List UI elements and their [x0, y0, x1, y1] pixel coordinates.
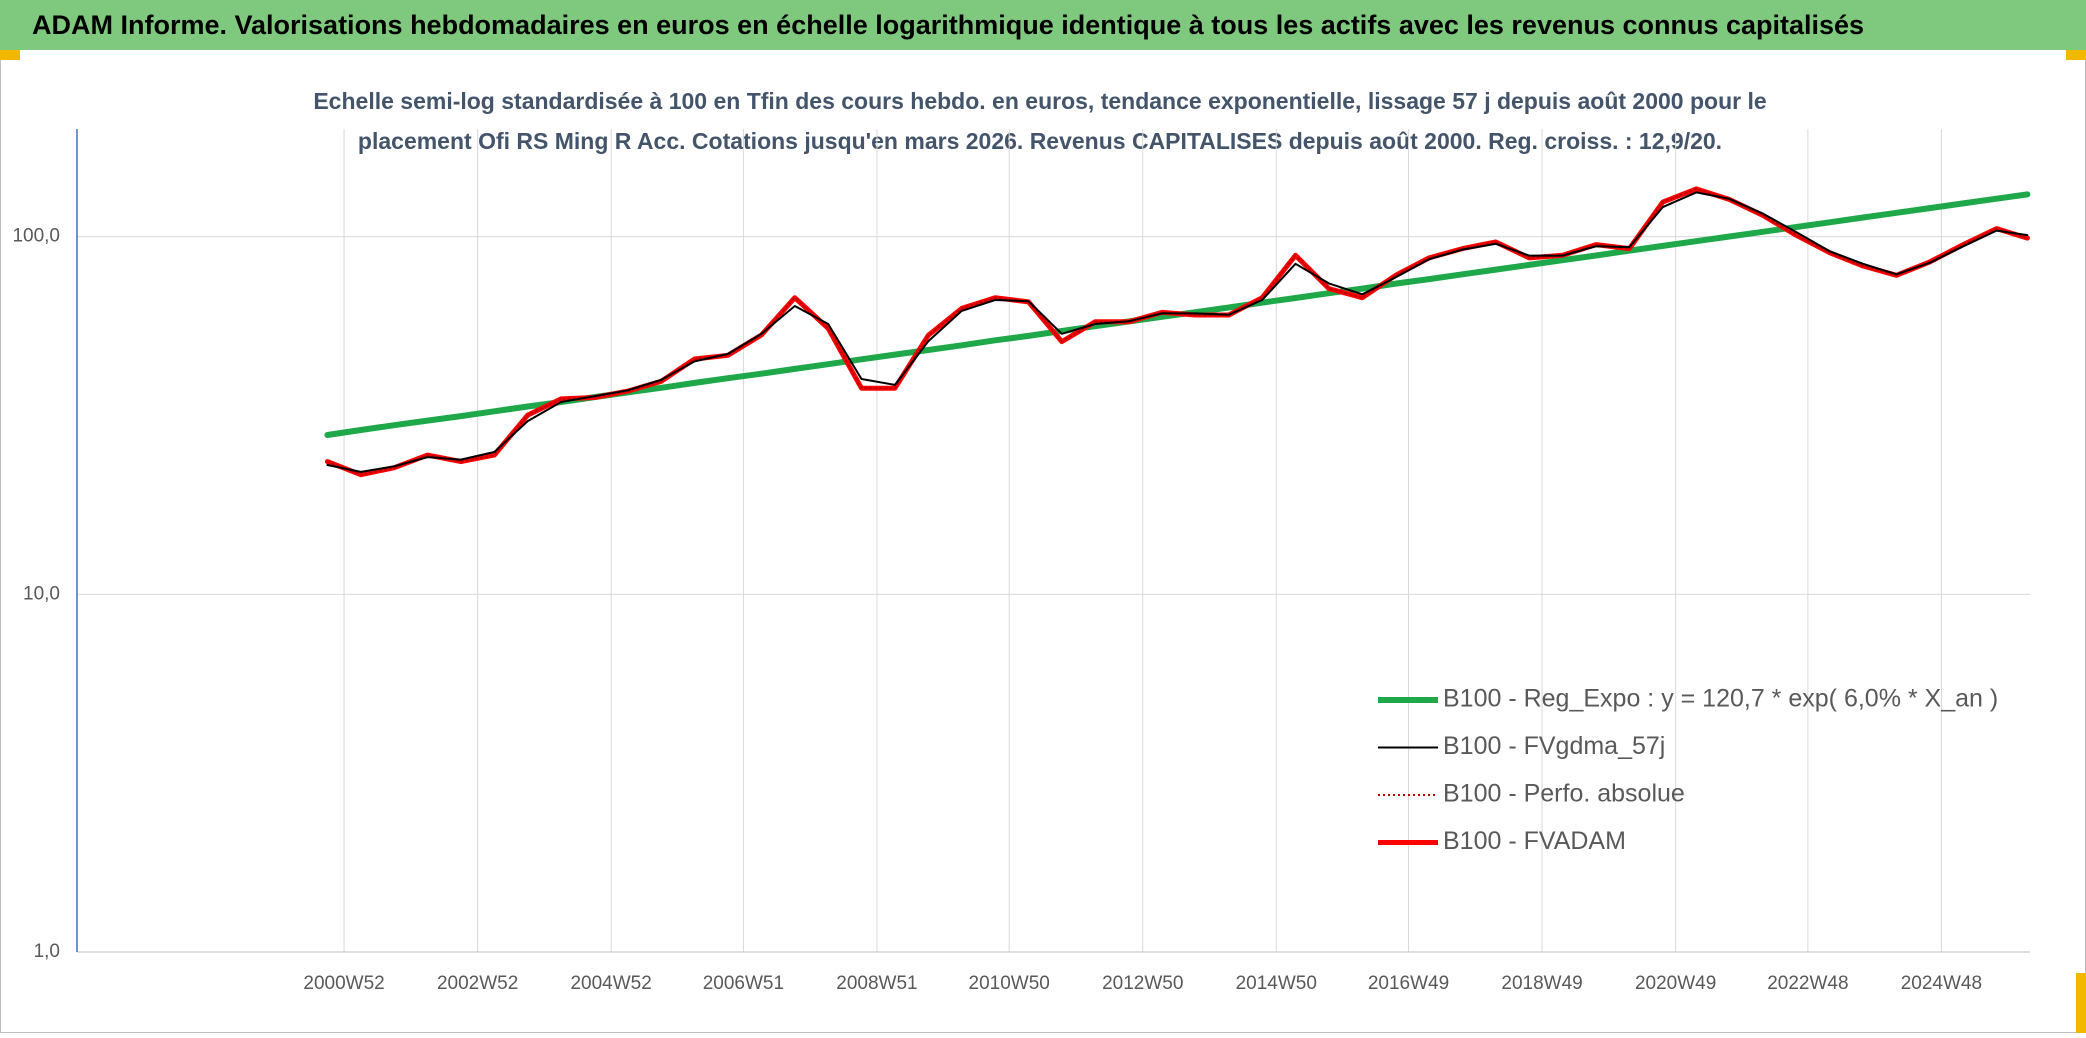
- corner-marker: [0, 50, 20, 60]
- x-tick-label: 2000W52: [303, 973, 384, 994]
- y-tick-label: 1,0: [34, 941, 60, 962]
- x-tick-label: 2020W49: [1635, 973, 1716, 994]
- series-line: [326, 191, 2029, 473]
- chart-subtitle: placement Ofi RS Ming R Acc. Cotations j…: [358, 128, 1722, 154]
- x-tick-label: 2024W48: [1901, 973, 1982, 994]
- chart-subtitle: Echelle semi-log standardisée à 100 en T…: [313, 88, 1766, 114]
- x-tick-label: 2004W52: [570, 973, 651, 994]
- x-tick-label: 2014W50: [1236, 973, 1317, 994]
- plot-area: [324, 186, 2031, 478]
- y-tick-label: 100,0: [12, 226, 60, 247]
- corner-marker: [2076, 973, 2086, 1033]
- legend-label: B100 - FVgdma_57j: [1443, 732, 1665, 760]
- legend: B100 - Reg_Expo : y = 120,7 * exp( 6,0% …: [1378, 685, 1998, 855]
- legend-label: B100 - Reg_Expo : y = 120,7 * exp( 6,0% …: [1443, 685, 1998, 713]
- x-tick-label: 2012W50: [1102, 973, 1183, 994]
- header-band: [0, 0, 2086, 50]
- chart-title: ADAM Informe. Valorisations hebdomadaire…: [32, 10, 1864, 40]
- corner-marker: [2066, 50, 2086, 60]
- legend-label: B100 - Perfo. absolue: [1443, 780, 1685, 808]
- x-tick-label: 2010W50: [969, 973, 1050, 994]
- y-tick-label: 10,0: [23, 583, 60, 604]
- x-tick-label: 2008W51: [836, 973, 917, 994]
- x-tick-label: 2006W51: [703, 973, 784, 994]
- x-tick-label: 2018W49: [1501, 973, 1582, 994]
- legend-label: B100 - FVADAM: [1443, 827, 1626, 855]
- x-tick-label: 2016W49: [1368, 973, 1449, 994]
- x-tick-label: 2002W52: [437, 973, 518, 994]
- x-tick-label: 2022W48: [1767, 973, 1848, 994]
- grid: 1,0 10,0 100,0 2000W52 2002W52 2004W52 2006W51…: [12, 129, 2030, 994]
